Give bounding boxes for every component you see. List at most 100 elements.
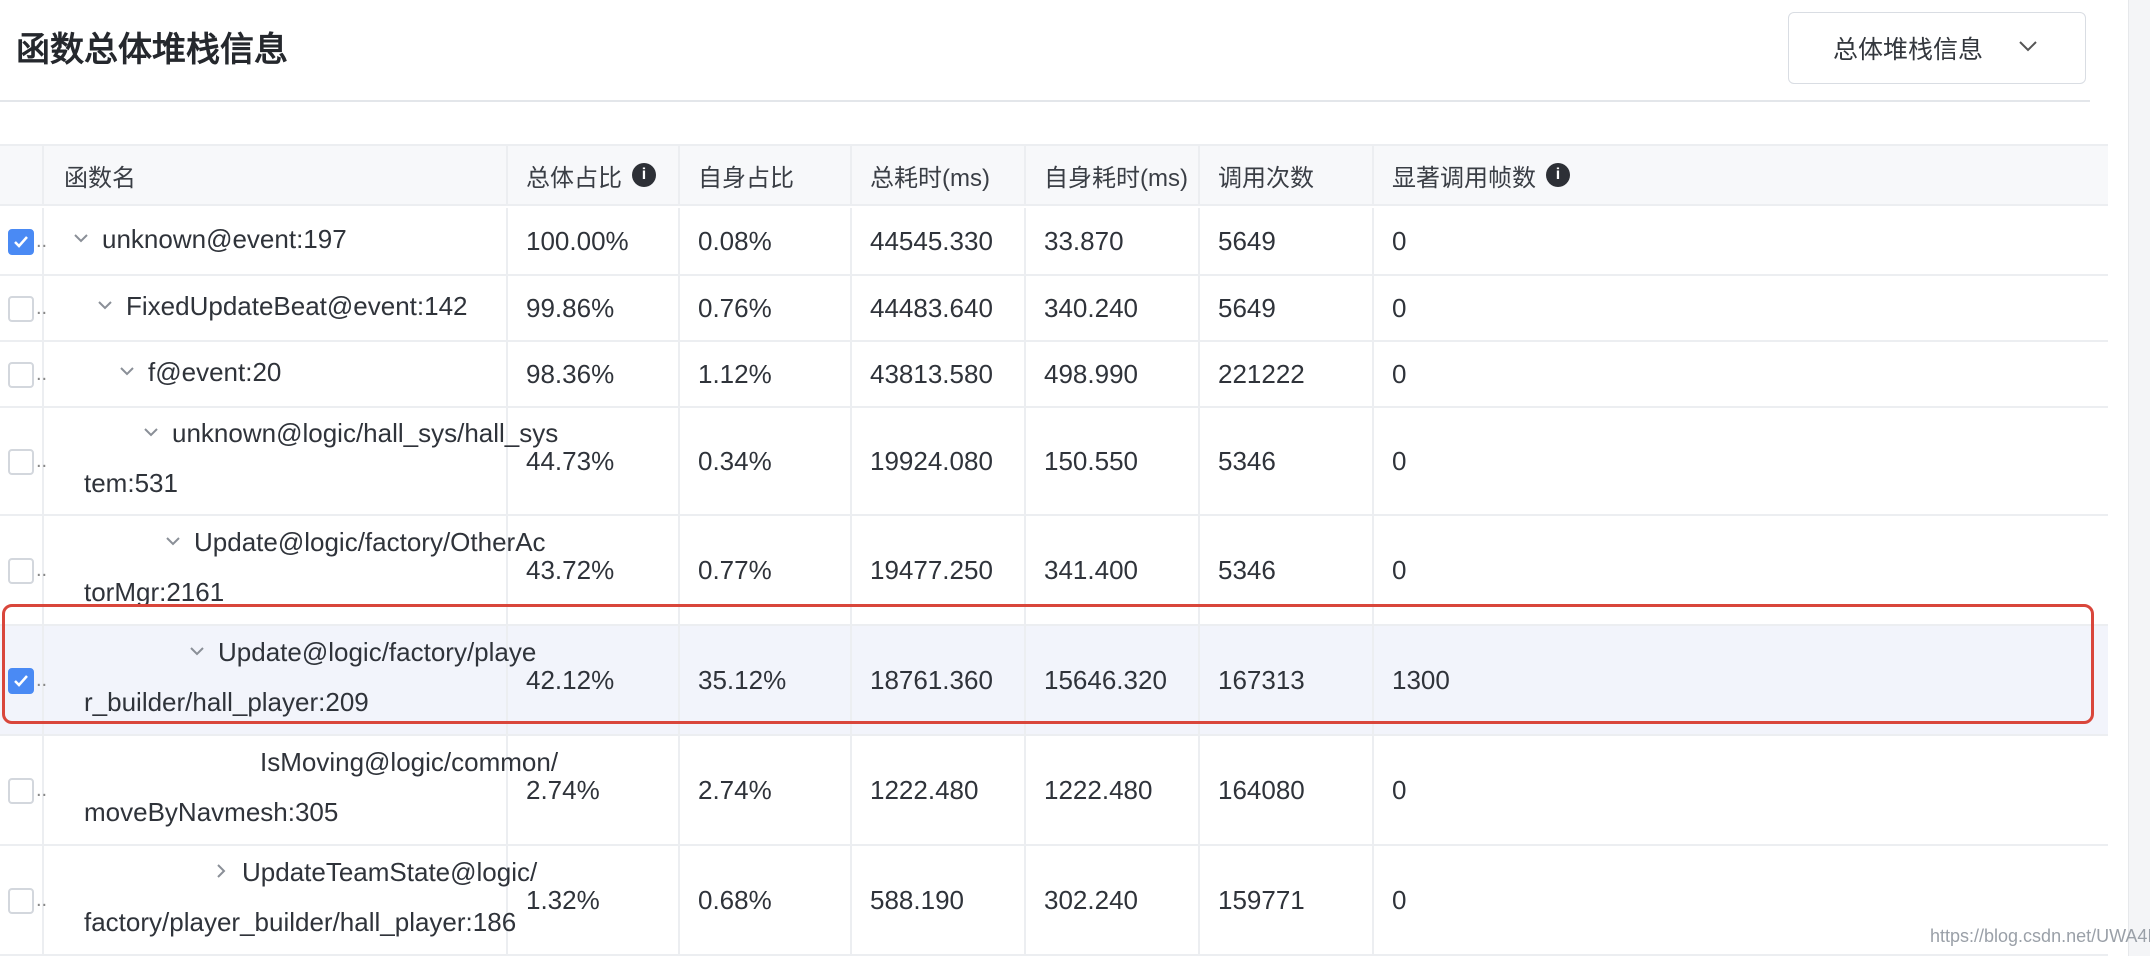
expand-chevron-down-icon[interactable] <box>140 421 162 443</box>
cell-self-pct: 0.77% <box>698 554 772 585</box>
column-divider <box>1372 276 1374 340</box>
function-name-cell[interactable]: unknown@event:197 <box>58 208 688 274</box>
function-name-cell[interactable]: FixedUpdateBeat@event:142 <box>58 276 688 340</box>
cell-frames: 0 <box>1392 292 1407 323</box>
table-row[interactable]: .. FixedUpdateBeat@event:142 99.86% 0.76% 44… <box>0 276 2108 342</box>
cell-total-pct: 43.72% <box>526 554 615 585</box>
cell-self-ms: 1222.480 <box>1044 774 1153 805</box>
row-checkbox[interactable] <box>8 668 34 694</box>
column-divider <box>42 408 44 514</box>
function-name-text: unknown@event:197 <box>102 224 347 254</box>
expand-chevron-down-icon[interactable] <box>186 640 208 662</box>
cell-self-pct: 0.08% <box>698 225 772 256</box>
column-divider <box>678 846 680 954</box>
column-divider <box>678 408 680 514</box>
column-divider <box>678 208 680 274</box>
cell-total-ms: 19477.250 <box>870 554 993 585</box>
column-header-name[interactable]: 函数名 <box>64 146 136 204</box>
column-header-self_ms[interactable]: 自身耗时(ms) <box>1044 146 1188 204</box>
expand-chevron-down-icon[interactable] <box>94 294 116 316</box>
column-header-total_pct[interactable]: 总体占比 i <box>526 146 656 204</box>
row-checkbox[interactable] <box>8 362 34 388</box>
column-header-label: 函数名 <box>64 164 136 192</box>
column-divider <box>1198 342 1200 406</box>
cell-self-pct: 1.12% <box>698 358 772 389</box>
column-divider <box>1024 342 1026 406</box>
info-icon[interactable]: i <box>632 163 656 187</box>
column-divider <box>850 846 852 954</box>
column-divider <box>506 846 508 954</box>
function-name-text: Update@logic/factory/playe <box>218 637 537 667</box>
column-divider <box>850 208 852 274</box>
column-divider <box>678 276 680 340</box>
column-header-label: 总体占比 <box>526 164 622 192</box>
table-row[interactable]: .. unknown@logic/hall_sys/hall_sys tem:531… <box>0 408 2108 516</box>
row-checkbox[interactable] <box>8 449 34 475</box>
function-name-line1: IsMoving@logic/common/ <box>228 747 558 778</box>
cell-calls: 221222 <box>1218 358 1305 389</box>
expand-chevron-down-icon[interactable] <box>162 530 184 552</box>
column-divider <box>42 736 44 844</box>
row-checkbox[interactable] <box>8 296 34 322</box>
column-divider <box>1024 146 1026 204</box>
column-divider <box>506 146 508 204</box>
cell-total-pct: 99.86% <box>526 292 615 323</box>
cell-self-pct: 0.76% <box>698 292 772 323</box>
function-name-line1: unknown@event:197 <box>70 224 347 255</box>
function-name-cell[interactable]: Update@logic/factory/OtherAc torMgr:2161 <box>58 516 688 624</box>
column-header-label: 调用次数 <box>1218 164 1314 192</box>
table-header-row: 函数名 总体占比 i 自身占比 总耗时(ms) 自身耗时(ms) 调用次数 显著调用帧数 i <box>0 144 2108 206</box>
cell-total-pct: 100.00% <box>526 225 629 256</box>
view-select-value: 总体堆栈信息 <box>1833 36 1984 64</box>
column-divider <box>506 208 508 274</box>
column-header-self_pct[interactable]: 自身占比 <box>698 146 794 204</box>
cell-total-ms: 1222.480 <box>870 774 979 805</box>
table-row[interactable]: .. Update@logic/factory/OtherAc torMgr:216… <box>0 516 2108 626</box>
view-select-dropdown[interactable]: 总体堆栈信息 <box>1788 12 2086 84</box>
cell-self-ms: 498.990 <box>1044 358 1138 389</box>
column-divider <box>678 146 680 204</box>
column-divider <box>850 626 852 734</box>
row-checkbox[interactable] <box>8 229 34 255</box>
table-row[interactable]: .. unknown@event:197 100.00% 0.08% 44545.330… <box>0 208 2108 276</box>
truncation-dots: .. <box>36 297 48 319</box>
function-name-line1: Update@logic/factory/OtherAc <box>162 527 546 558</box>
table-row[interactable]: .. IsMoving@logic/common/moveByNavmesh:30… <box>0 736 2108 846</box>
column-divider <box>1024 626 1026 734</box>
function-name-text: f@event:20 <box>148 357 282 387</box>
cell-calls: 164080 <box>1218 774 1305 805</box>
column-divider <box>1372 626 1374 734</box>
truncation-dots: .. <box>36 559 48 581</box>
row-checkbox[interactable] <box>8 778 34 804</box>
function-name-cell[interactable]: f@event:20 <box>58 342 688 406</box>
info-icon[interactable]: i <box>1546 163 1570 187</box>
row-checkbox[interactable] <box>8 558 34 584</box>
function-name-cell[interactable]: Update@logic/factory/playe r_builder/hall… <box>58 626 688 734</box>
column-header-frames[interactable]: 显著调用帧数 i <box>1392 146 1570 204</box>
table-row[interactable]: .. f@event:20 98.36% 1.12% 43813.580 498.990 2… <box>0 342 2108 408</box>
cell-frames: 0 <box>1392 774 1407 805</box>
function-name-cell[interactable]: IsMoving@logic/common/moveByNavmesh:305 <box>58 736 688 844</box>
truncation-dots: .. <box>36 889 48 911</box>
row-checkbox[interactable] <box>8 888 34 914</box>
column-divider <box>1372 736 1374 844</box>
table-row[interactable]: .. Update@logic/factory/playe r_builder/ha… <box>0 626 2108 736</box>
column-header-calls[interactable]: 调用次数 <box>1218 146 1314 204</box>
column-divider <box>1372 516 1374 624</box>
function-name-cell[interactable]: unknown@logic/hall_sys/hall_sys tem:531 <box>58 408 688 514</box>
column-header-total_ms[interactable]: 总耗时(ms) <box>870 146 990 204</box>
cell-self-ms: 302.240 <box>1044 884 1138 915</box>
cell-self-pct: 0.68% <box>698 884 772 915</box>
cell-total-pct: 1.32% <box>526 884 600 915</box>
column-divider <box>506 408 508 514</box>
table-row[interactable]: .. UpdateTeamState@logic/factory/player_b… <box>0 846 2108 956</box>
expand-chevron-down-icon[interactable] <box>70 227 92 249</box>
expand-chevron-down-icon[interactable] <box>116 360 138 382</box>
cell-self-ms: 341.400 <box>1044 554 1138 585</box>
vertical-scrollbar[interactable] <box>2128 0 2150 956</box>
function-name-line2: factory/player_builder/hall_player:186 <box>84 907 517 937</box>
function-name-cell[interactable]: UpdateTeamState@logic/factory/player_bui… <box>58 846 688 954</box>
cell-calls: 5649 <box>1218 292 1276 323</box>
collapse-chevron-right-icon[interactable] <box>210 860 232 882</box>
cell-frames: 1300 <box>1392 664 1450 695</box>
